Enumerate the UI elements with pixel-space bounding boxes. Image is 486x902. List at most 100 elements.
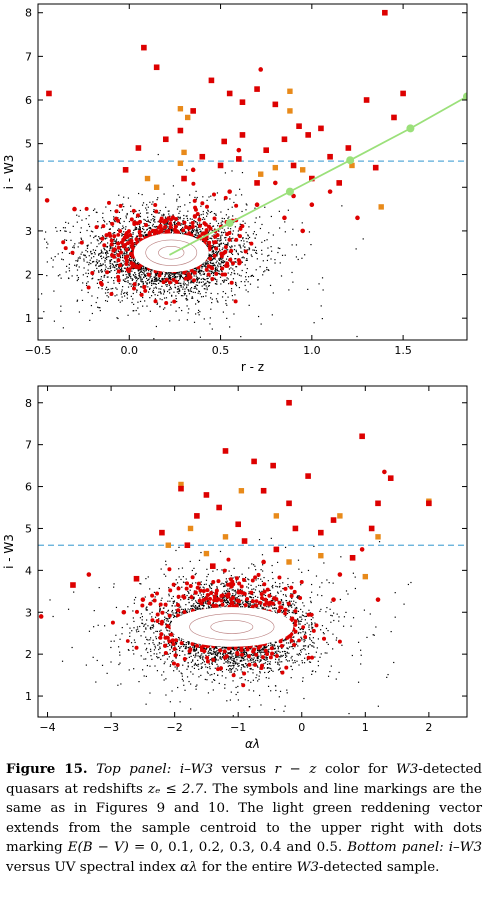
quasar-point xyxy=(173,274,175,276)
quasar-point xyxy=(192,297,194,299)
quasar-point xyxy=(106,251,108,254)
quasar-point xyxy=(148,227,150,229)
red-circle-point xyxy=(154,209,159,214)
quasar-point xyxy=(175,310,177,312)
red-circle-point xyxy=(171,277,176,282)
quasar-point xyxy=(270,258,272,260)
quasar-point xyxy=(191,231,193,234)
quasar-point xyxy=(135,210,137,212)
quasar-point xyxy=(121,244,123,246)
red-circle-point xyxy=(70,250,75,255)
quasar-point xyxy=(104,292,107,294)
quasar-point xyxy=(121,227,123,230)
quasar-point xyxy=(65,239,68,241)
quasar-point xyxy=(117,229,119,231)
quasar-point xyxy=(141,271,143,274)
red-circle-point xyxy=(146,272,151,277)
quasar-point xyxy=(103,236,105,238)
quasar-point xyxy=(142,269,144,271)
red-circle-point xyxy=(111,254,116,259)
quasar-point xyxy=(166,221,169,223)
quasar-point xyxy=(198,290,200,292)
quasar-point xyxy=(213,245,215,248)
quasar-point xyxy=(60,277,62,279)
red-circle-point xyxy=(203,238,208,243)
quasar-point xyxy=(169,276,171,279)
quasar-point xyxy=(247,291,249,293)
quasar-point xyxy=(73,247,75,249)
quasar-point xyxy=(154,277,156,279)
quasar-point xyxy=(106,289,109,291)
quasar-point xyxy=(188,282,190,284)
red-circle-point xyxy=(100,236,105,241)
quasar-point xyxy=(132,212,135,215)
quasar-point xyxy=(109,259,111,261)
quasar-point xyxy=(200,296,203,298)
quasar-point xyxy=(124,280,126,282)
quasar-point xyxy=(247,238,249,240)
quasar-point xyxy=(114,251,116,254)
quasar-point xyxy=(240,247,242,249)
quasar-point xyxy=(172,273,174,275)
quasar-point xyxy=(90,250,92,253)
quasar-point xyxy=(144,270,146,272)
quasar-point xyxy=(186,169,188,171)
quasar-point xyxy=(122,264,124,266)
quasar-point xyxy=(197,270,199,272)
quasar-point xyxy=(95,265,97,267)
red-circle-point xyxy=(144,222,149,227)
quasar-point xyxy=(183,292,185,295)
quasar-point xyxy=(116,268,118,270)
quasar-point xyxy=(177,273,179,275)
quasar-point xyxy=(140,280,142,282)
quasar-point xyxy=(221,234,223,236)
quasar-point xyxy=(38,298,40,300)
quasar-point xyxy=(153,287,155,289)
quasar-point xyxy=(178,289,180,291)
quasar-point xyxy=(212,250,214,252)
quasar-point xyxy=(105,266,107,268)
quasar-point xyxy=(145,275,147,277)
quasar-point xyxy=(127,273,130,275)
quasar-point xyxy=(193,235,195,238)
quasar-point xyxy=(189,201,191,204)
quasar-point xyxy=(95,211,97,213)
quasar-point xyxy=(126,266,128,268)
quasar-point xyxy=(113,261,115,263)
quasar-point xyxy=(214,278,216,281)
quasar-point xyxy=(206,287,208,289)
quasar-point xyxy=(226,277,228,279)
quasar-point xyxy=(154,273,157,275)
quasar-point xyxy=(148,221,150,223)
quasar-point xyxy=(157,212,159,214)
quasar-point xyxy=(139,228,141,231)
quasar-point xyxy=(106,295,108,297)
quasar-point xyxy=(141,278,143,280)
quasar-point xyxy=(165,272,167,274)
quasar-point xyxy=(155,283,157,286)
quasar-point xyxy=(198,281,201,283)
quasar-point xyxy=(27,305,28,306)
quasar-point xyxy=(125,253,127,255)
red-circle-point xyxy=(174,280,179,285)
quasar-point xyxy=(243,249,245,251)
quasar-point xyxy=(186,280,189,282)
quasar-point xyxy=(220,263,222,265)
quasar-point xyxy=(235,266,237,268)
quasar-point xyxy=(221,231,223,233)
quasar-point xyxy=(134,272,136,274)
quasar-point xyxy=(180,275,182,278)
quasar-point xyxy=(213,212,215,215)
quasar-point xyxy=(229,236,231,238)
quasar-point xyxy=(61,252,64,254)
quasar-point xyxy=(75,265,78,267)
quasar-point xyxy=(109,260,112,263)
quasar-point xyxy=(126,291,128,294)
quasar-point xyxy=(212,271,214,274)
quasar-point xyxy=(225,279,228,281)
quasar-point xyxy=(230,240,233,242)
quasar-point xyxy=(121,256,124,259)
quasar-point xyxy=(135,244,138,246)
quasar-point xyxy=(79,209,81,212)
quasar-point xyxy=(126,251,128,253)
